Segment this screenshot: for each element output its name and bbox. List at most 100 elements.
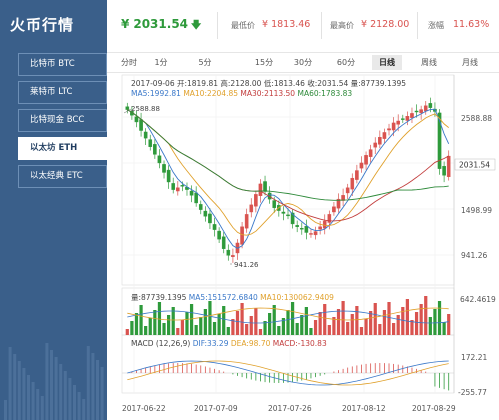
decor-bar: [91, 353, 95, 420]
ma30-label: MA30:2113.50: [240, 89, 296, 98]
ma10-line: [127, 109, 449, 236]
candle-body: [423, 105, 428, 112]
candle-body: [157, 155, 162, 164]
candle-body: [299, 227, 304, 230]
annotation-high: 2588.88: [131, 105, 160, 113]
tab-timeline[interactable]: 分时: [121, 58, 137, 67]
volume-bar: [414, 312, 419, 335]
volume-bar: [346, 322, 350, 335]
ma10-label: MA10:2204.85: [183, 89, 238, 98]
candle-body: [221, 236, 226, 249]
candle-body: [240, 226, 244, 245]
date-label: 2017-08-29: [412, 404, 456, 413]
decor-bar: [13, 354, 17, 420]
macd-value-label: MACD:-130.83: [272, 339, 327, 348]
volume-bar: [231, 319, 235, 335]
volume-bar: [382, 310, 387, 335]
volume-bar: [208, 301, 212, 335]
candle-body: [180, 185, 185, 187]
kline-chart[interactable]: 2588.88 2031.54 1498.99 941.26 642.4619 …: [107, 73, 499, 420]
decor-bar: [63, 371, 67, 420]
vol-ma5-label: MA5:151572.6840: [188, 293, 258, 302]
candle-body: [189, 190, 194, 196]
nav-item-ltc[interactable]: 莱特币 LTC: [18, 81, 107, 104]
volume-bar: [281, 318, 286, 335]
nav-item-btc[interactable]: 比特币 BTC: [18, 53, 107, 76]
ohlc-info: 2017-09-06 开:1819.81 高:2128.00 低:1813.46…: [131, 79, 407, 88]
candle-body: [327, 214, 332, 223]
candle-body: [194, 192, 198, 204]
decor-bar: [82, 399, 86, 420]
volume-bar: [391, 323, 396, 335]
candle-body: [304, 226, 309, 233]
price-panel-frame: [121, 74, 455, 286]
tab-5min[interactable]: 5分: [198, 58, 212, 67]
candle-body: [391, 122, 396, 131]
volume-bar: [318, 312, 322, 335]
dea-label: DEA:98.70: [230, 339, 271, 348]
volume-bar: [277, 326, 281, 335]
volume-label: 量:87739.1395: [131, 293, 187, 302]
price-tick-high: 2588.88: [461, 114, 492, 123]
volume-bar: [180, 320, 185, 335]
volume-bar: [433, 309, 437, 335]
high-price-label: 最高价: [330, 21, 354, 30]
candle-body: [373, 142, 378, 148]
volume-bar: [139, 305, 143, 335]
tab-60min[interactable]: 60分: [336, 58, 356, 67]
volume-bar: [199, 317, 203, 335]
volume-bar: [424, 296, 428, 335]
volume-bar: [194, 325, 198, 335]
tab-15min[interactable]: 15分: [254, 58, 274, 67]
nav-item-eth[interactable]: 以太坊 ETH: [18, 137, 107, 160]
volume-bar: [304, 307, 308, 335]
volume-bar: [134, 313, 139, 335]
volume-bar: [268, 313, 272, 335]
volume-bar: [130, 321, 134, 335]
nav-item-etc[interactable]: 以太经典 ETC: [18, 165, 107, 188]
candle-body: [139, 119, 143, 131]
tab-weekly[interactable]: 周线: [421, 58, 437, 67]
tab-30min[interactable]: 30分: [293, 58, 313, 67]
volume-bar: [153, 310, 157, 335]
change-label: 涨幅: [428, 21, 444, 30]
header-divider: [107, 52, 499, 53]
volume-bar: [167, 315, 171, 335]
nav-item-bcc[interactable]: 比特现金 BCC: [18, 109, 107, 132]
volume-bar: [396, 315, 400, 335]
candle-body: [272, 200, 277, 208]
sidebar-decoration-chart: [4, 343, 104, 420]
date-label: 2017-06-22: [122, 404, 166, 413]
currency-symbol: ¥: [121, 17, 130, 31]
volume-ma-line: [127, 307, 449, 321]
tab-daily[interactable]: 日线: [372, 55, 402, 70]
decor-bar: [100, 367, 104, 420]
tab-monthly[interactable]: 月线: [462, 58, 478, 67]
candle-body: [148, 139, 153, 147]
current-price-marker: [454, 158, 496, 171]
candle-body: [244, 214, 249, 229]
candle-body: [226, 249, 231, 256]
tab-1min[interactable]: 1分: [154, 58, 168, 67]
volume-bar: [295, 323, 299, 335]
decor-bar: [96, 360, 99, 420]
candle-body: [175, 187, 180, 192]
candle-body: [359, 162, 364, 169]
volume-bar: [355, 306, 359, 335]
volume-bar: [217, 314, 221, 335]
ma60-line: [127, 109, 449, 201]
volume-bar: [240, 303, 244, 335]
candle-body: [368, 149, 373, 157]
volume-legend: 量:87739.1395 MA5:151572.6840 MA10:130062…: [131, 292, 334, 303]
candle-body: [249, 204, 254, 213]
volume-bar: [387, 302, 391, 335]
volume-bar: [323, 304, 327, 335]
volume-bar: [249, 316, 253, 335]
dif-label: DIF:33.29: [192, 339, 229, 348]
volume-bar: [171, 307, 175, 335]
volume-bar: [125, 329, 129, 335]
macd-tick-high: 172.21: [461, 353, 487, 362]
candle-body: [410, 113, 414, 118]
candle-body: [254, 194, 258, 207]
volume-tick-max: 642.4619: [460, 295, 496, 304]
